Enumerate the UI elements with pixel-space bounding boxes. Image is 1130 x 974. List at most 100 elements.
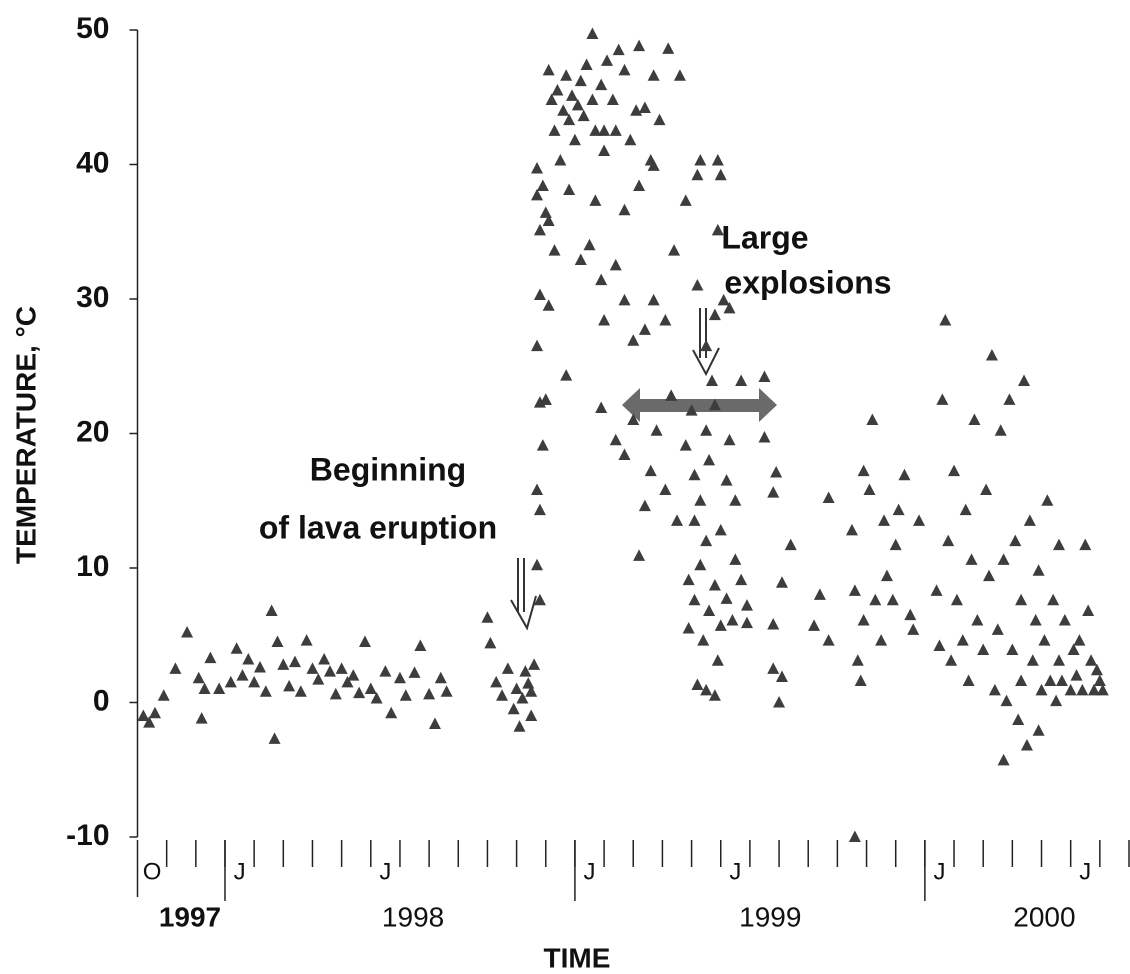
point: [673, 69, 686, 81]
point: [691, 279, 704, 291]
point: [1064, 683, 1077, 696]
point: [956, 634, 969, 646]
point: [980, 483, 993, 495]
point: [490, 675, 503, 688]
point: [1070, 669, 1083, 681]
point: [813, 588, 826, 600]
point: [560, 69, 573, 81]
point: [586, 93, 599, 105]
point: [1023, 514, 1036, 526]
point: [224, 675, 237, 688]
range-arrow: [622, 388, 777, 422]
point: [679, 439, 692, 451]
point: [682, 573, 695, 586]
point: [542, 214, 555, 226]
point: [854, 674, 867, 686]
point: [414, 639, 427, 652]
point: [542, 299, 555, 311]
point: [688, 468, 701, 481]
point: [1035, 683, 1048, 696]
point: [353, 686, 366, 699]
point: [545, 93, 558, 105]
point: [950, 593, 963, 606]
point: [399, 689, 412, 701]
point: [323, 665, 336, 677]
year-label: 2000: [1013, 901, 1075, 932]
point: [248, 675, 261, 688]
point: [700, 683, 713, 696]
point: [577, 109, 590, 122]
point: [528, 658, 541, 670]
point: [1006, 643, 1019, 656]
point: [694, 558, 707, 571]
point: [962, 674, 975, 686]
point: [697, 634, 710, 646]
month-label: J: [729, 858, 741, 885]
point: [204, 651, 217, 664]
point: [601, 54, 614, 66]
point: [542, 63, 555, 76]
point: [808, 619, 821, 631]
point: [1073, 634, 1086, 646]
point: [533, 593, 546, 606]
point: [580, 58, 593, 70]
point: [259, 685, 272, 697]
point: [358, 635, 371, 647]
point: [997, 753, 1010, 766]
point: [691, 168, 704, 181]
point: [691, 678, 704, 691]
point: [988, 683, 1001, 696]
point: [1082, 604, 1095, 617]
point: [886, 593, 899, 606]
point: [647, 159, 660, 171]
point: [845, 523, 858, 536]
point: [1058, 613, 1071, 626]
point: [557, 104, 570, 116]
point: [688, 593, 701, 606]
point: [936, 393, 949, 405]
point: [1093, 674, 1106, 686]
point: [484, 636, 497, 649]
point: [650, 424, 663, 436]
point: [638, 499, 651, 512]
point: [1012, 713, 1025, 725]
point: [633, 549, 646, 561]
point: [904, 608, 917, 621]
point: [945, 654, 958, 666]
point: [708, 578, 721, 591]
point: [288, 655, 301, 668]
point: [994, 424, 1007, 436]
point: [586, 27, 599, 40]
point: [720, 474, 733, 486]
point: [408, 666, 421, 678]
point: [1096, 683, 1109, 696]
point: [889, 538, 902, 551]
point: [735, 374, 748, 387]
point: [536, 179, 549, 192]
point: [277, 658, 290, 670]
point: [618, 63, 631, 76]
point: [137, 709, 150, 721]
point: [720, 592, 733, 604]
point: [968, 413, 981, 426]
point: [364, 682, 377, 695]
point: [647, 293, 660, 306]
point: [668, 244, 681, 256]
point: [589, 194, 602, 206]
point: [997, 553, 1010, 565]
year-label: 1997: [159, 901, 221, 932]
point: [318, 652, 331, 665]
point: [735, 573, 748, 586]
point: [1085, 654, 1098, 666]
point: [723, 433, 736, 446]
point: [268, 732, 281, 744]
point: [740, 616, 753, 629]
point: [525, 685, 538, 697]
point: [1044, 674, 1057, 686]
point: [242, 652, 255, 665]
point: [618, 293, 631, 306]
point: [271, 635, 284, 647]
point: [300, 634, 313, 646]
point: [688, 514, 701, 526]
point: [723, 301, 736, 314]
